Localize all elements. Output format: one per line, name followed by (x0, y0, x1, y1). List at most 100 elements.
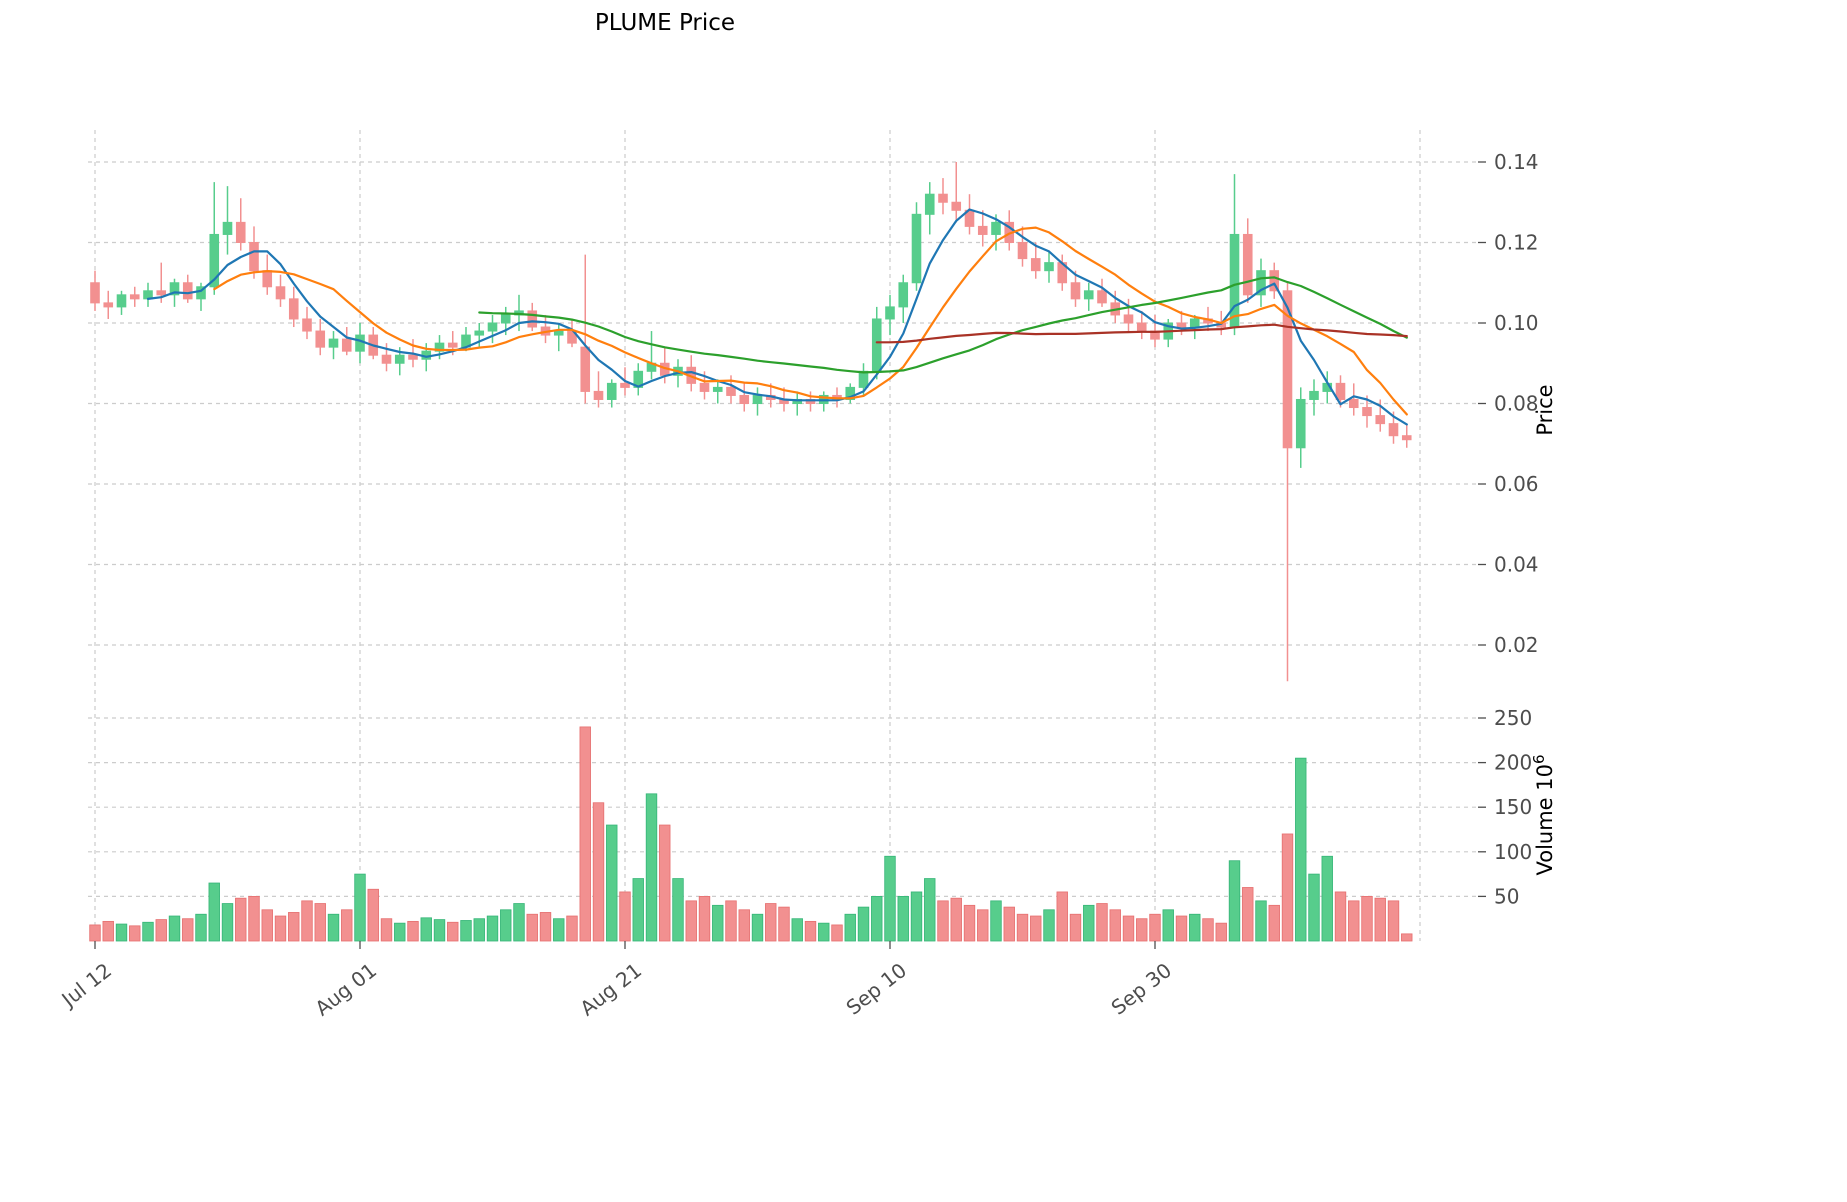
volume-tick-label: 100 (1494, 840, 1532, 864)
volume-bar (751, 913, 764, 942)
price-axis-title: Price (1533, 384, 1557, 435)
candle-body (1282, 290, 1293, 449)
candle-body (1176, 322, 1187, 328)
volume-series (89, 726, 1413, 942)
volume-bar (235, 897, 247, 942)
volume-bar (1030, 915, 1042, 942)
volume-bar (884, 855, 896, 942)
volume-bar (1096, 903, 1108, 942)
volume-bar (460, 920, 472, 942)
candle-body (1401, 435, 1412, 441)
candle-body (1030, 258, 1041, 272)
volume-bar (738, 909, 750, 942)
candle-body (593, 390, 604, 400)
candle-body (726, 386, 736, 396)
volume-bar (950, 897, 962, 942)
volume-bar (354, 873, 366, 942)
price-tick-label: 0.10 (1494, 311, 1539, 335)
volume-bar (420, 917, 432, 942)
candle-body (858, 370, 869, 388)
x-tick-label: Aug 01 (310, 958, 381, 1021)
x-tick-label: Sep 10 (842, 958, 912, 1020)
volume-tick-label: 50 (1494, 884, 1519, 908)
volume-bar (1136, 918, 1148, 942)
volume-bar (1387, 900, 1400, 942)
volume-bar (1016, 913, 1029, 942)
volume-bar (1109, 909, 1121, 942)
volume-bar (1268, 904, 1280, 942)
volume-bar (261, 909, 273, 942)
candle-body (196, 286, 206, 300)
volume-bar (566, 915, 578, 942)
volume-bar (818, 922, 830, 942)
candle-body (487, 322, 498, 332)
volume-bar (1348, 900, 1360, 942)
candle-body (977, 225, 988, 235)
candle-body (394, 354, 405, 364)
candle-body (1136, 322, 1147, 332)
volume-bar (486, 915, 499, 942)
volume-bar (857, 906, 870, 942)
volume-bar (1401, 933, 1413, 942)
volume-bar (1308, 873, 1320, 942)
volume-bar (1321, 855, 1333, 942)
candle-body (1044, 262, 1054, 272)
volume-bar (1242, 887, 1254, 942)
volume-bar (115, 923, 128, 942)
candle-body (341, 338, 352, 352)
volume-bar (367, 888, 379, 942)
candle-body (898, 282, 909, 308)
volume-bar (937, 900, 949, 942)
moving-average-lines (146, 208, 1408, 426)
volume-bar (871, 896, 883, 942)
volume-bar (725, 900, 737, 942)
candle-body (1256, 270, 1266, 296)
volume-bar (910, 891, 923, 942)
price-tick-label: 0.04 (1494, 553, 1539, 577)
candle-body (1123, 314, 1134, 324)
candle-body (328, 338, 339, 348)
volume-bar (102, 920, 114, 942)
candle-body (129, 294, 140, 300)
x-tick-label: Sep 30 (1107, 958, 1177, 1020)
volume-bar (195, 913, 207, 942)
candle-body (1309, 390, 1319, 400)
volume-tick-label: 150 (1494, 795, 1532, 819)
volume-bar (1069, 913, 1082, 942)
price-tick-label: 0.08 (1494, 392, 1539, 416)
volume-bar (1189, 913, 1201, 942)
volume-bar (1043, 909, 1055, 942)
candlestick-series (90, 162, 1412, 682)
price-tick-label: 0.12 (1494, 231, 1539, 255)
candle-body (1269, 270, 1280, 292)
candle-body (699, 382, 710, 392)
candle-body (249, 242, 259, 272)
volume-bar (977, 909, 989, 942)
candle-body (408, 354, 418, 360)
volume-bar (407, 920, 419, 942)
candle-body (355, 334, 365, 352)
volume-bar (1281, 833, 1294, 942)
volume-bar (712, 904, 724, 942)
candle-body (275, 286, 286, 300)
ma-line-ma60 (875, 323, 1408, 344)
candle-body (1070, 282, 1081, 300)
candle-body (951, 201, 962, 211)
candle-body (527, 310, 538, 328)
volume-bar (341, 909, 353, 942)
volume-axis-title: Volume 106 (1530, 754, 1557, 875)
candle-body (302, 318, 312, 332)
price-tick-label: 0.06 (1494, 472, 1539, 496)
volume-bar (579, 726, 591, 942)
candle-body (911, 213, 922, 284)
candle-body (1388, 423, 1399, 437)
volume-bar (129, 925, 141, 942)
volume-bar (500, 909, 512, 942)
volume-bar (1122, 915, 1135, 942)
candle-body (288, 298, 299, 320)
candle-body (1335, 382, 1346, 400)
price-tick-label: 0.02 (1494, 633, 1539, 657)
volume-bar (1175, 915, 1188, 942)
volume-bar (1255, 900, 1267, 942)
